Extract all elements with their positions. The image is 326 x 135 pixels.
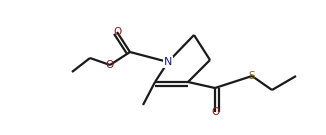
Text: O: O [113, 27, 121, 37]
Text: S: S [249, 71, 255, 81]
Text: O: O [106, 60, 114, 70]
Text: O: O [211, 107, 219, 117]
Text: N: N [164, 57, 172, 67]
